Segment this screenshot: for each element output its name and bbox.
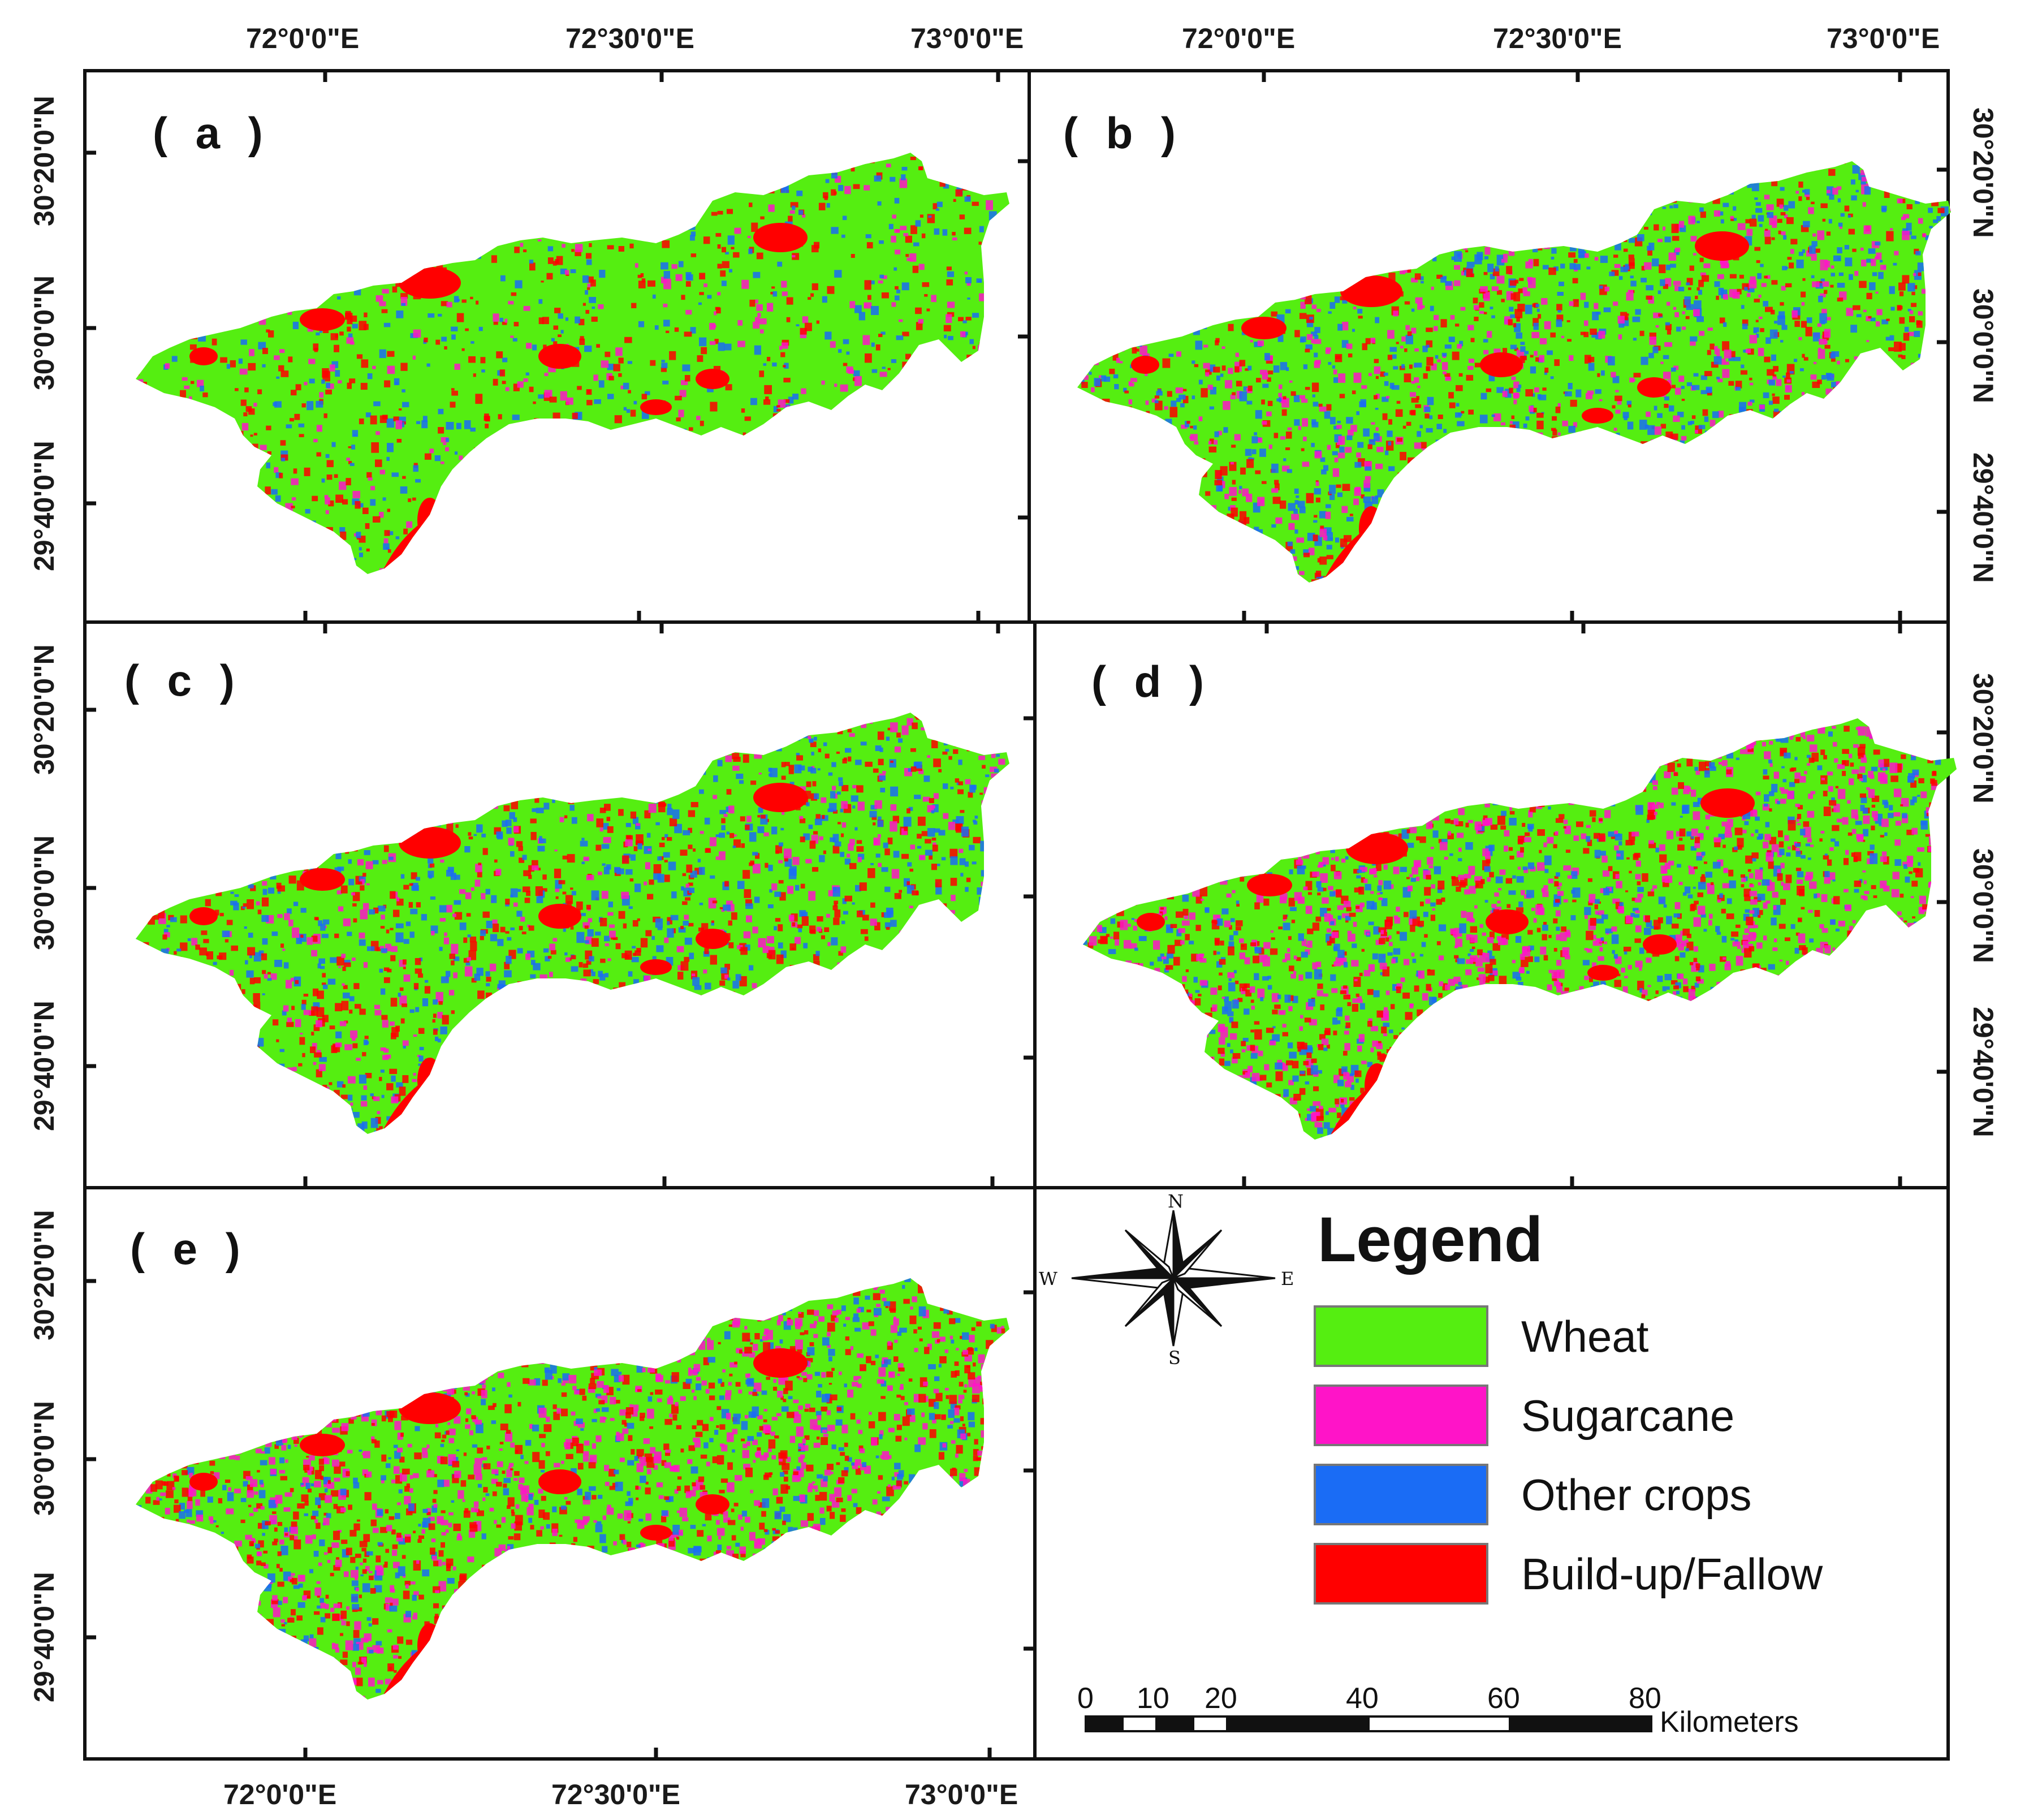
lat-label-right-b-3: 29°40'0"N bbox=[1967, 452, 1999, 583]
legend-label-sugarcane: Sugarcane bbox=[1521, 1391, 1734, 1441]
compass-e: E bbox=[1281, 1268, 1294, 1289]
lat-label-right-d-2: 30°0'0"N bbox=[1967, 848, 1999, 963]
lat-label-right-d-3: 29°40'0"N bbox=[1967, 1007, 1999, 1137]
panel-frames bbox=[83, 69, 1950, 1761]
legend-title: Legend bbox=[1318, 1204, 1543, 1275]
lat-label-left-c-3: 29°40'0"N bbox=[28, 1000, 60, 1131]
scale-tick-10: 10 bbox=[1137, 1682, 1169, 1715]
lon-label-bottom-e-3: 73°0'0"E bbox=[905, 1779, 1018, 1810]
legend-label-wheat: Wheat bbox=[1521, 1312, 1649, 1361]
map-panel-a bbox=[136, 153, 1009, 574]
scale-tick-20: 20 bbox=[1205, 1682, 1237, 1715]
lat-label-left-e-2: 30°0'0"N bbox=[28, 1401, 60, 1516]
scale-tick-40: 40 bbox=[1346, 1682, 1379, 1715]
legend-swatch-wheat bbox=[1314, 1305, 1488, 1367]
lon-label-top-b-1: 72°0'0"E bbox=[1182, 23, 1295, 54]
lon-label-bottom-e-1: 72°0'0"E bbox=[223, 1779, 336, 1810]
lat-label-left-a-1: 30°20'0"N bbox=[28, 96, 60, 226]
panel-label-c: ( c ) bbox=[124, 655, 243, 705]
lon-label-top-a-2: 72°30'0"E bbox=[565, 23, 694, 54]
map-panel-d bbox=[1083, 718, 1957, 1140]
longitude-labels: 72°0'0"E 72°30'0"E 73°0'0"E 72°0'0"E 72°… bbox=[223, 23, 1940, 1810]
lat-label-left-e-3: 29°40'0"N bbox=[28, 1572, 60, 1702]
lat-label-right-b-1: 30°20'0"N bbox=[1967, 107, 1999, 238]
north-arrow-icon: N S E W bbox=[1039, 1191, 1294, 1369]
lon-label-top-a-3: 73°0'0"E bbox=[910, 23, 1024, 54]
lon-label-bottom-e-2: 72°30'0"E bbox=[551, 1779, 680, 1810]
lat-label-right-b-2: 30°0'0"N bbox=[1967, 288, 1999, 403]
map-panel-e bbox=[136, 1278, 1009, 1700]
legend-label-buildup-fallow: Build-up/Fallow bbox=[1521, 1549, 1823, 1599]
scale-tick-0: 0 bbox=[1077, 1682, 1094, 1715]
lon-label-top-a-1: 72°0'0"E bbox=[246, 23, 359, 54]
legend-swatch-buildup-fallow bbox=[1314, 1543, 1488, 1605]
map-panel-b bbox=[1077, 161, 1951, 583]
map-panel-c bbox=[136, 713, 1009, 1134]
scale-tick-80: 80 bbox=[1629, 1682, 1661, 1715]
scale-bar: 0 10 20 40 60 80 Kilometers bbox=[1077, 1682, 1799, 1739]
scale-tick-60: 60 bbox=[1487, 1682, 1520, 1715]
panel-label-a: ( a ) bbox=[153, 108, 271, 158]
legend-swatch-other-crops bbox=[1314, 1464, 1488, 1525]
latitude-labels: 30°20'0"N 30°0'0"N 29°40'0"N 30°20'0"N 3… bbox=[28, 96, 1999, 1702]
compass-n: N bbox=[1168, 1191, 1184, 1212]
panel-label-e: ( e ) bbox=[130, 1224, 248, 1274]
panel-label-d: ( d ) bbox=[1091, 657, 1212, 706]
legend-swatch-sugarcane bbox=[1314, 1385, 1488, 1446]
panel-label-b: ( b ) bbox=[1063, 108, 1184, 158]
legend-label-other-crops: Other crops bbox=[1521, 1470, 1751, 1520]
compass-s: S bbox=[1168, 1347, 1181, 1369]
lat-label-left-a-3: 29°40'0"N bbox=[28, 441, 60, 571]
graticule-ticks bbox=[85, 71, 1948, 1759]
lat-label-left-c-2: 30°0'0"N bbox=[28, 835, 60, 950]
lat-label-right-d-1: 30°20'0"N bbox=[1967, 673, 1999, 804]
lat-label-left-a-2: 30°0'0"N bbox=[28, 275, 60, 390]
lat-label-left-c-1: 30°20'0"N bbox=[28, 644, 60, 775]
lon-label-top-b-2: 72°30'0"E bbox=[1493, 23, 1622, 54]
lon-label-top-b-3: 73°0'0"E bbox=[1827, 23, 1940, 54]
lat-label-left-e-1: 30°20'0"N bbox=[28, 1210, 60, 1340]
scale-unit: Kilometers bbox=[1660, 1706, 1799, 1739]
legend: Legend Wheat Sugarcane Other crops Build… bbox=[1314, 1204, 1823, 1605]
compass-w: W bbox=[1039, 1268, 1057, 1289]
